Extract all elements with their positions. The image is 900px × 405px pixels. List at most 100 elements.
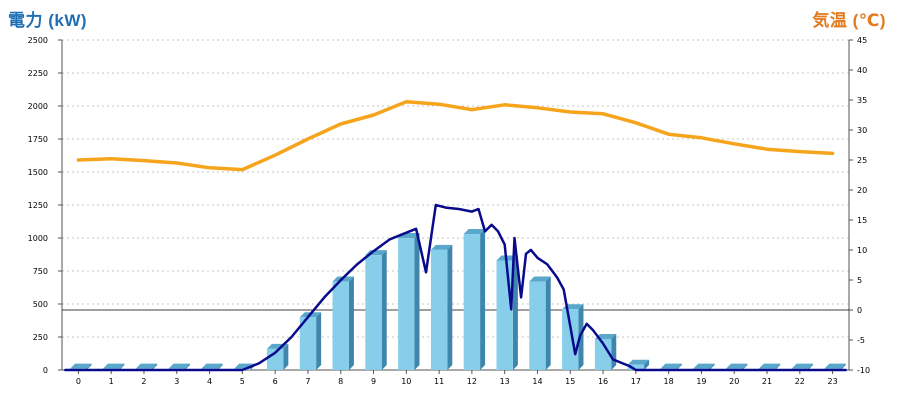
bar — [398, 238, 415, 370]
left-tick-label: 1000 — [28, 234, 48, 243]
bar-top — [430, 244, 453, 250]
x-tick-label: 14 — [532, 377, 542, 386]
bar-top — [758, 363, 781, 369]
right-tick-label: 30 — [857, 126, 867, 135]
bar-top — [726, 363, 748, 369]
left-tick-label: 1500 — [28, 168, 48, 177]
x-tick-label: 7 — [305, 377, 310, 386]
x-tick-label: 8 — [338, 377, 343, 386]
right-tick-label: 0 — [857, 306, 862, 315]
left-tick-label: 750 — [33, 267, 48, 276]
bar — [594, 338, 612, 370]
x-tick-label: 19 — [696, 377, 706, 386]
left-tick-label: 2250 — [28, 69, 48, 78]
x-tick-label: 12 — [467, 377, 477, 386]
right-axis-title: 気温 (℃) — [812, 11, 886, 30]
x-tick-label: 9 — [371, 377, 376, 386]
left-tick-label: 0 — [43, 366, 48, 375]
x-tick-label: 11 — [434, 377, 444, 386]
bar-side — [512, 255, 518, 370]
bar-top — [70, 363, 92, 369]
right-tick-label: 5 — [857, 276, 862, 285]
x-tick-label: 5 — [240, 377, 245, 386]
bar — [627, 364, 645, 370]
bar-top — [102, 363, 125, 369]
left-tick-label: 1750 — [28, 135, 48, 144]
right-tick-label: -10 — [857, 366, 870, 375]
right-tick-label: 10 — [857, 246, 867, 255]
x-tick-label: 0 — [76, 377, 81, 386]
right-tick-label: 15 — [857, 216, 867, 225]
bar-side — [381, 250, 387, 370]
bar-top — [791, 363, 814, 369]
x-tick-label: 20 — [729, 377, 739, 386]
x-tick-label: 16 — [598, 377, 608, 386]
bar-side — [184, 363, 190, 370]
bar-side — [644, 359, 650, 370]
bar-side — [119, 363, 125, 370]
x-tick-label: 21 — [762, 377, 772, 386]
x-tick-label: 10 — [401, 377, 411, 386]
x-tick-label: 22 — [795, 377, 805, 386]
bar-top — [463, 229, 486, 235]
bar-top — [660, 363, 682, 369]
x-tick-label: 1 — [109, 377, 114, 386]
x-tick-label: 2 — [141, 377, 146, 386]
temperature-line — [76, 100, 835, 172]
bar-top — [168, 363, 190, 369]
bar-side — [217, 363, 223, 370]
bar-top — [693, 363, 715, 369]
right-tick-label: 20 — [857, 186, 867, 195]
left-tick-label: 2000 — [28, 102, 48, 111]
x-tick-label: 15 — [565, 377, 575, 386]
bar-side — [808, 363, 814, 370]
power-line — [64, 203, 847, 372]
bar — [332, 281, 349, 370]
right-tick-label: 40 — [857, 66, 867, 75]
bar-top — [627, 359, 650, 365]
left-tick-label: 2500 — [28, 36, 48, 45]
bar-side — [676, 363, 682, 370]
bar — [562, 309, 579, 370]
bar — [365, 255, 382, 370]
bar-side — [709, 363, 715, 370]
bar-side — [283, 343, 289, 370]
right-tick-label: 45 — [857, 36, 867, 45]
bar-side — [742, 363, 748, 370]
left-tick-label: 250 — [33, 333, 48, 342]
bar — [463, 234, 481, 370]
x-tick-label: 18 — [664, 377, 674, 386]
bar-side — [86, 363, 92, 370]
bar-top — [135, 363, 158, 369]
right-tick-label: 25 — [857, 156, 867, 165]
bar — [496, 260, 513, 370]
x-tick-label: 13 — [500, 377, 510, 386]
x-tick-label: 17 — [631, 377, 641, 386]
bar-side — [152, 363, 158, 370]
bar-side — [545, 276, 551, 370]
left-tick-label: 500 — [33, 300, 48, 309]
bar — [430, 249, 448, 370]
bar — [529, 281, 546, 370]
bar — [299, 317, 317, 370]
bar-side — [414, 233, 420, 370]
bar-side — [840, 363, 846, 370]
bar-top — [201, 363, 223, 369]
x-tick-label: 6 — [273, 377, 278, 386]
bar-side — [447, 244, 453, 370]
left-axis-title: 電力 (kW) — [8, 11, 88, 30]
x-tick-label: 23 — [828, 377, 838, 386]
bar-side — [348, 276, 354, 370]
x-tick-label: 3 — [174, 377, 179, 386]
bar-top — [529, 276, 551, 282]
x-tick-label: 4 — [207, 377, 212, 386]
left-tick-label: 1250 — [28, 201, 48, 210]
bar-side — [611, 333, 617, 370]
bar-side — [775, 363, 781, 370]
bar-top — [824, 363, 846, 369]
bar-side — [316, 312, 322, 370]
right-tick-label: -5 — [857, 336, 865, 345]
bar-side — [480, 229, 486, 370]
